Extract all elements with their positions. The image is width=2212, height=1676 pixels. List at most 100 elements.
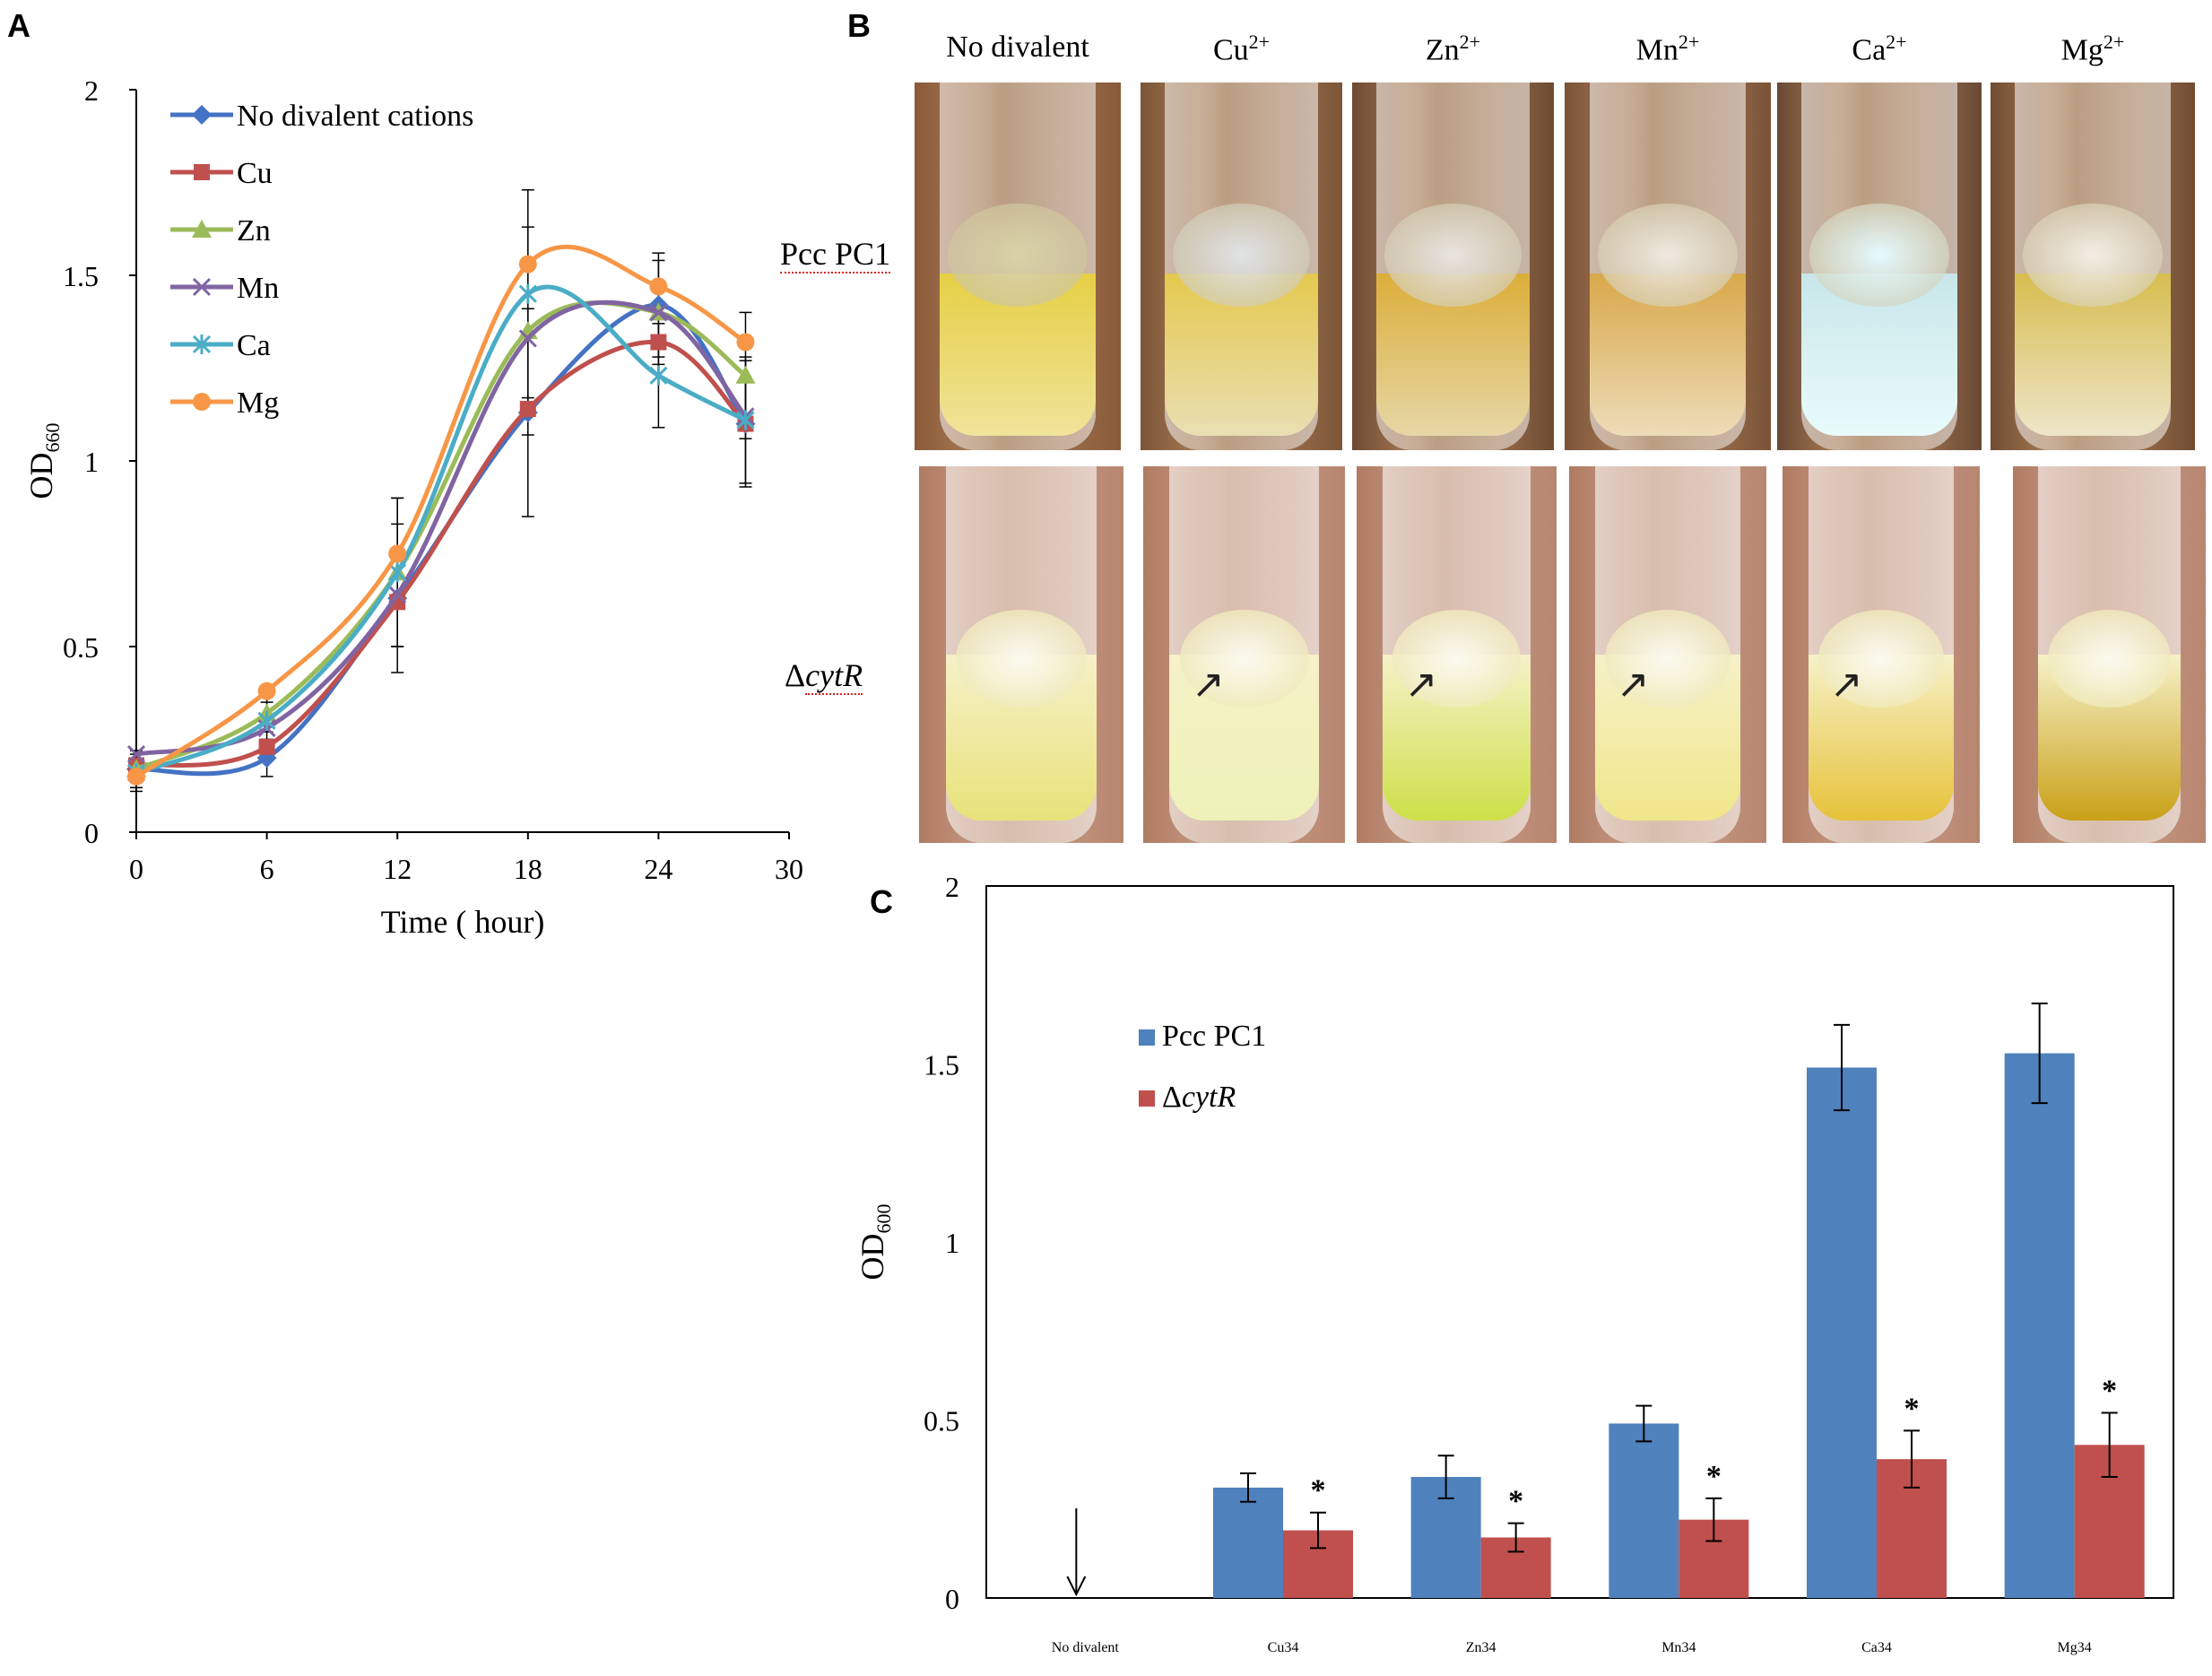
y-tick-label: 2 <box>84 74 99 107</box>
legend-marker <box>192 334 212 354</box>
data-point <box>736 333 755 352</box>
wildtype-tube-photo <box>1141 82 1342 450</box>
column-label: Mg2+ <box>2060 30 2125 67</box>
growth-curve-chart: 0 0.5 1 1.5 2 0 6 12 18 24 30 Time ( hour) OD660 No d… <box>23 74 803 940</box>
y-tick-label: 0.5 <box>63 631 99 664</box>
y-tick-label: 0 <box>84 817 99 849</box>
y-tick-label: 1.5 <box>924 1049 959 1081</box>
x-tick-label: Zn34 <box>1466 1640 1496 1655</box>
wildtype-bar <box>1213 1487 1283 1598</box>
data-point <box>519 401 536 418</box>
wildtype-tube-photo <box>915 82 1121 450</box>
x-tick-label: 0 <box>129 853 143 885</box>
x-tick-label: 24 <box>644 853 672 885</box>
legend-label: No divalent cations <box>237 100 473 133</box>
wildtype-tube-photo <box>1991 82 2195 450</box>
x-axis-title: Time ( hour) <box>381 904 545 940</box>
significance-marker: * <box>1508 1485 1523 1518</box>
legend-marker <box>193 393 211 411</box>
data-point <box>518 283 537 304</box>
data-point <box>649 277 668 296</box>
x-tick-label: Ca34 <box>1861 1640 1892 1655</box>
significance-marker: * <box>1706 1460 1722 1493</box>
arrow-icon: ↗ <box>1404 662 1438 708</box>
column-label: No divalent <box>946 30 1089 64</box>
y-axis-title: OD600 <box>854 1204 895 1281</box>
no-growth-arrowhead <box>1066 1576 1087 1597</box>
legend-label: Cu <box>237 157 273 190</box>
data-point <box>518 329 537 348</box>
significance-marker: * <box>2102 1375 2117 1408</box>
wildtype-tube-photo <box>1777 82 1982 450</box>
legend-marker <box>194 164 210 180</box>
wildtype-bar <box>2004 1053 2075 1598</box>
data-point <box>735 365 756 384</box>
column-label: Mn2+ <box>1635 30 1700 67</box>
data-point <box>257 682 276 700</box>
legend-swatch-mutant <box>1139 1090 1155 1107</box>
column-label: Ca2+ <box>1852 30 1907 67</box>
legend-label-wildtype: Pcc PC1 <box>1162 1020 1266 1053</box>
x-tick-label: No divalent34 <box>1052 1640 1120 1655</box>
legend-marker <box>192 220 212 238</box>
x-tick-label: 18 <box>514 853 542 885</box>
x-tick-label: 30 <box>775 853 803 885</box>
legend-marker <box>192 105 212 125</box>
x-tick-label: 12 <box>383 853 412 885</box>
mutant-tube-photo <box>2013 466 2206 843</box>
x-tick-label: Cu34 <box>1268 1640 1299 1655</box>
data-point <box>388 585 407 604</box>
data-point <box>518 255 537 274</box>
legend-marker <box>192 277 212 297</box>
data-point <box>257 710 276 731</box>
data-point <box>258 738 275 755</box>
y-tick-label: 1 <box>945 1227 959 1259</box>
legend-label: Ca <box>237 329 271 362</box>
mutant-tube-photo: ↗ <box>1357 466 1557 843</box>
significance-marker: * <box>1904 1392 1920 1425</box>
data-point <box>388 544 407 563</box>
mutant-tube-photo: ↗ <box>1783 466 1980 843</box>
x-tick-label: 6 <box>260 853 274 885</box>
mutant-tube-photo <box>919 466 1123 843</box>
mutant-tube-photo: ↗ <box>1569 466 1766 843</box>
arrow-icon: ↗ <box>1829 662 1863 708</box>
series-line-2 <box>135 339 748 768</box>
legend-swatch-wildtype <box>1139 1029 1155 1046</box>
data-point <box>127 767 145 786</box>
row-label-mutant: ΔcytR <box>785 657 863 695</box>
x-tick-label: Mn34 <box>1661 1640 1696 1655</box>
panel-a-letter: A <box>7 7 30 44</box>
significance-marker: * <box>1311 1474 1326 1507</box>
plot-frame <box>985 885 2174 1599</box>
mutant-tube-photo: ↗ <box>1143 466 1345 843</box>
legend-label: Mg <box>237 386 279 420</box>
y-tick-label: 0.5 <box>924 1405 959 1437</box>
y-tick-label: 1 <box>84 446 99 478</box>
data-point <box>649 303 668 322</box>
panel-b-letter: B <box>847 7 871 44</box>
y-tick-label: 2 <box>945 871 959 903</box>
wildtype-tube-photo <box>1565 82 1771 450</box>
wildtype-bar <box>1609 1423 1679 1598</box>
legend-label-mutant: ΔcytR <box>1162 1081 1236 1114</box>
wildtype-bar <box>1807 1067 1877 1598</box>
x-tick-label: Mg34 <box>2058 1640 2092 1655</box>
panel-c-letter: C <box>870 883 893 920</box>
y-tick-label: 0 <box>945 1583 959 1615</box>
y-axis-title: OD660 <box>23 423 64 499</box>
column-label: Cu2+ <box>1212 30 1271 67</box>
cation-od-bar-chart: 0 0.5 1 1.5 2 OD600 No divalent34 Cu34 * Zn34 * Mn3… <box>854 871 2174 1655</box>
data-point <box>736 410 755 430</box>
series-line-5 <box>135 284 747 776</box>
arrow-icon: ↗ <box>1192 662 1225 708</box>
legend-label: Mn <box>237 272 279 305</box>
data-point <box>649 365 668 386</box>
arrow-icon: ↗ <box>1616 662 1650 708</box>
wildtype-tube-photo <box>1352 82 1554 450</box>
data-point <box>650 334 667 351</box>
legend-label: Zn <box>237 214 271 247</box>
data-point <box>388 562 407 583</box>
column-label: Zn2+ <box>1425 30 1481 67</box>
data-point <box>126 744 146 764</box>
